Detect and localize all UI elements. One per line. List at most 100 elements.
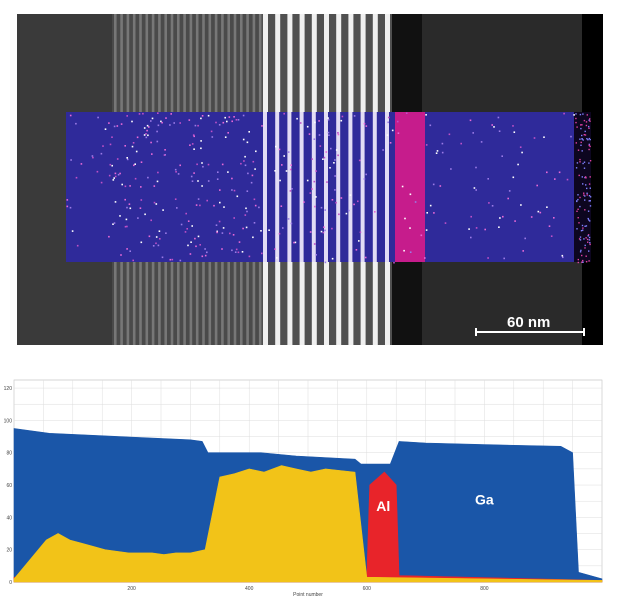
eds-speckle <box>512 125 514 127</box>
eds-speckle <box>136 136 139 139</box>
eds-speckle <box>584 134 587 136</box>
eds-speckle <box>588 144 590 147</box>
eds-speckle <box>157 171 159 174</box>
eds-speckle <box>575 117 577 120</box>
eds-speckle <box>580 249 582 252</box>
eds-speckle <box>322 231 325 234</box>
eds-speckle <box>337 132 339 134</box>
eds-speckle <box>244 155 246 158</box>
x-tick-label: 200 <box>127 586 136 592</box>
eds-speckle <box>151 153 153 155</box>
eds-speckle <box>260 230 262 232</box>
eds-speckle <box>441 151 444 154</box>
eds-stripe <box>372 112 377 262</box>
eds-speckle <box>187 244 189 247</box>
eds-speckle <box>235 119 238 121</box>
eds-speckle <box>588 195 591 197</box>
eds-speckle <box>426 212 428 214</box>
eds-speckle <box>588 162 590 164</box>
eds-speckle <box>582 229 584 231</box>
eds-speckle <box>100 181 103 184</box>
eds-speckle <box>586 187 588 190</box>
eds-speckle <box>294 241 297 244</box>
eds-speckle <box>131 145 134 148</box>
eds-speckle <box>315 254 317 256</box>
eds-speckle <box>326 181 328 183</box>
eds-speckle <box>275 145 277 148</box>
eds-speckle <box>315 196 317 198</box>
eds-speckle <box>217 171 219 173</box>
eds-speckle <box>193 135 195 138</box>
annotation-ga: Ga <box>475 491 494 507</box>
eds-speckle <box>150 120 152 122</box>
eds-speckle <box>197 124 199 127</box>
eds-speckle <box>311 188 313 190</box>
eds-speckle <box>258 206 260 209</box>
eds-speckle <box>114 172 117 175</box>
eds-speckle <box>287 151 290 153</box>
eds-speckle <box>587 217 589 220</box>
eds-stripe <box>336 112 341 262</box>
eds-speckle <box>584 176 587 178</box>
eds-speckle <box>409 193 412 196</box>
eds-speckle <box>330 147 332 150</box>
eds-speckle <box>296 117 298 120</box>
eds-speckle <box>581 138 583 140</box>
eds-speckle <box>218 220 221 223</box>
eds-speckle <box>126 248 128 250</box>
eds-speckle <box>145 136 148 139</box>
eds-speckle <box>237 119 240 121</box>
eds-speckle <box>414 201 417 203</box>
eds-speckle <box>179 122 181 124</box>
eds-speckle <box>582 261 584 263</box>
eds-speckle <box>484 228 486 231</box>
eds-speckle <box>187 220 190 222</box>
eds-speckle <box>185 212 187 215</box>
eds-speckle <box>575 121 577 124</box>
eds-speckle <box>579 196 581 199</box>
eds-speckle <box>589 220 591 222</box>
eds-speckle <box>189 253 192 255</box>
eds-speckle <box>588 239 591 241</box>
eds-speckle <box>226 120 228 123</box>
eds-speckle <box>358 240 360 242</box>
eds-speckle <box>142 112 144 115</box>
eds-speckle <box>576 210 578 212</box>
eds-speckle <box>589 118 591 120</box>
axis-tick-labels: 200 400 600 800 0 20 40 60 80 100 120 <box>4 386 489 592</box>
eds-speckle <box>100 152 103 155</box>
eds-speckle <box>589 145 591 148</box>
eds-speckle <box>355 249 358 251</box>
eds-speckle <box>441 142 444 145</box>
eds-speckle <box>282 227 284 229</box>
eds-speckle <box>470 236 472 239</box>
eds-speckle <box>309 231 312 233</box>
eds-speckle <box>219 201 221 204</box>
eds-speckle <box>429 204 432 207</box>
eds-speckle <box>155 236 158 238</box>
eds-speckle <box>503 257 505 260</box>
eds-speckle <box>111 136 113 138</box>
eds-stripe <box>385 112 389 262</box>
eds-speckle <box>197 180 199 182</box>
eds-speckle <box>189 144 191 146</box>
eds-speckle <box>584 199 586 201</box>
eds-speckle <box>245 226 248 229</box>
eds-speckle <box>253 198 256 201</box>
eds-speckle <box>588 127 590 129</box>
eds-speckle <box>124 145 126 147</box>
x-tick-label: 800 <box>480 586 489 592</box>
eds-speckle <box>177 173 180 175</box>
eds-speckle <box>179 259 182 262</box>
eds-speckle <box>365 173 367 176</box>
eds-speckle <box>150 219 152 222</box>
eds-speckle <box>581 224 584 227</box>
eds-speckle <box>386 134 389 136</box>
eds-speckle <box>573 114 575 116</box>
eds-speckle <box>507 197 509 200</box>
eds-speckle <box>234 251 237 253</box>
eds-speckle <box>546 206 548 208</box>
eds-speckle <box>210 130 213 133</box>
eds-speckle <box>231 177 233 180</box>
eds-speckle <box>583 134 585 136</box>
